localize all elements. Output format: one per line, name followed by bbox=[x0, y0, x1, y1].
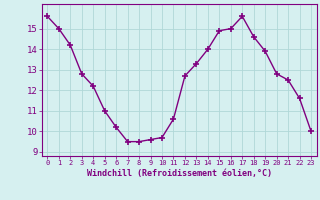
X-axis label: Windchill (Refroidissement éolien,°C): Windchill (Refroidissement éolien,°C) bbox=[87, 169, 272, 178]
